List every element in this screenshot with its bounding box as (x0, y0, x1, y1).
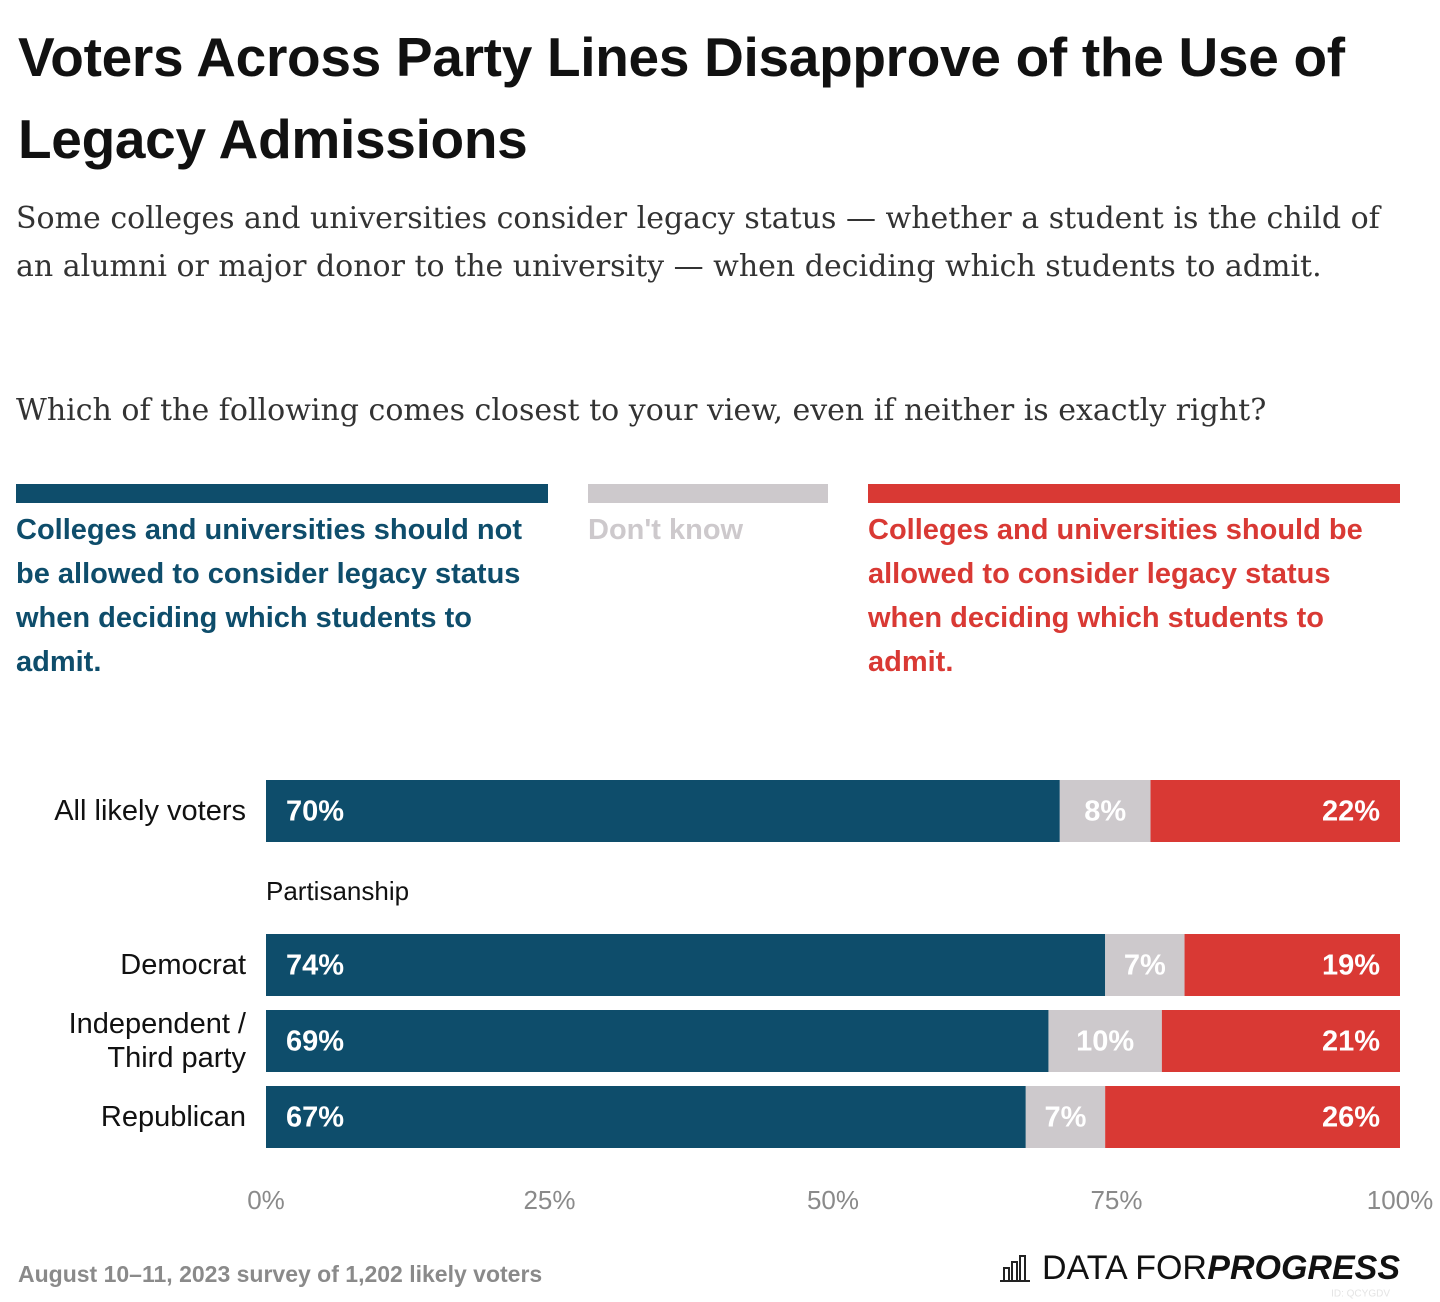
value-label: 21% (1322, 1026, 1380, 1058)
bar-segment (1059, 780, 1151, 842)
logo-icon (1000, 1255, 1030, 1282)
bar-segment (266, 1010, 1049, 1072)
value-label: 69% (286, 1026, 344, 1058)
value-label: 67% (286, 1102, 344, 1134)
value-label: 7% (1045, 1102, 1087, 1134)
value-label: 8% (1084, 796, 1126, 828)
bar-segment (266, 1086, 1026, 1148)
group-label: Partisanship (266, 876, 410, 906)
bar-segment (1025, 1086, 1106, 1148)
description: Some colleges and universities consider … (16, 201, 1380, 284)
x-tick-label: 50% (807, 1185, 859, 1215)
value-label: 74% (286, 950, 344, 982)
x-tick-label: 75% (1090, 1185, 1142, 1215)
legend-swatch (16, 484, 548, 503)
legend-swatch (588, 484, 828, 503)
brand-second: PROGRESS (1207, 1249, 1400, 1287)
bar-segment (1105, 934, 1185, 996)
legend-label: Don't know (588, 514, 744, 546)
bar-segment (1105, 1086, 1400, 1148)
bar-segment (266, 780, 1060, 842)
value-label: 10% (1076, 1026, 1134, 1058)
x-tick-label: 100% (1367, 1185, 1434, 1215)
x-tick-label: 0% (247, 1185, 285, 1215)
question: Which of the following comes closest to … (16, 393, 1267, 428)
bar-segment (1161, 1010, 1400, 1072)
legend-label: Colleges and universities should not be … (16, 514, 522, 678)
category-label: Republican (100, 1101, 246, 1133)
value-label: 7% (1124, 950, 1166, 982)
legend-swatch (868, 484, 1400, 503)
chart-title: Voters Across Party Lines Disapprove of … (18, 26, 1345, 170)
category-label: Democrat (120, 949, 246, 981)
value-label: 26% (1322, 1102, 1380, 1134)
source: August 10–11, 2023 survey of 1,202 likel… (18, 1261, 542, 1287)
bar-segment (266, 934, 1106, 996)
value-label: 70% (286, 796, 344, 828)
category-label: Independent / Third party (68, 1008, 246, 1074)
bar-segment (1150, 780, 1400, 842)
brand-first: DATA FOR (1042, 1249, 1207, 1287)
x-tick-label: 25% (523, 1185, 575, 1215)
value-label: 19% (1322, 950, 1380, 982)
legend-label: Colleges and universities should be allo… (868, 514, 1363, 678)
bar-segment (1184, 934, 1400, 996)
bar-segment (1048, 1010, 1162, 1072)
chart-id: ID: QCYGDV (1331, 1289, 1390, 1300)
category-label: All likely voters (54, 795, 246, 827)
value-label: 22% (1322, 796, 1380, 828)
